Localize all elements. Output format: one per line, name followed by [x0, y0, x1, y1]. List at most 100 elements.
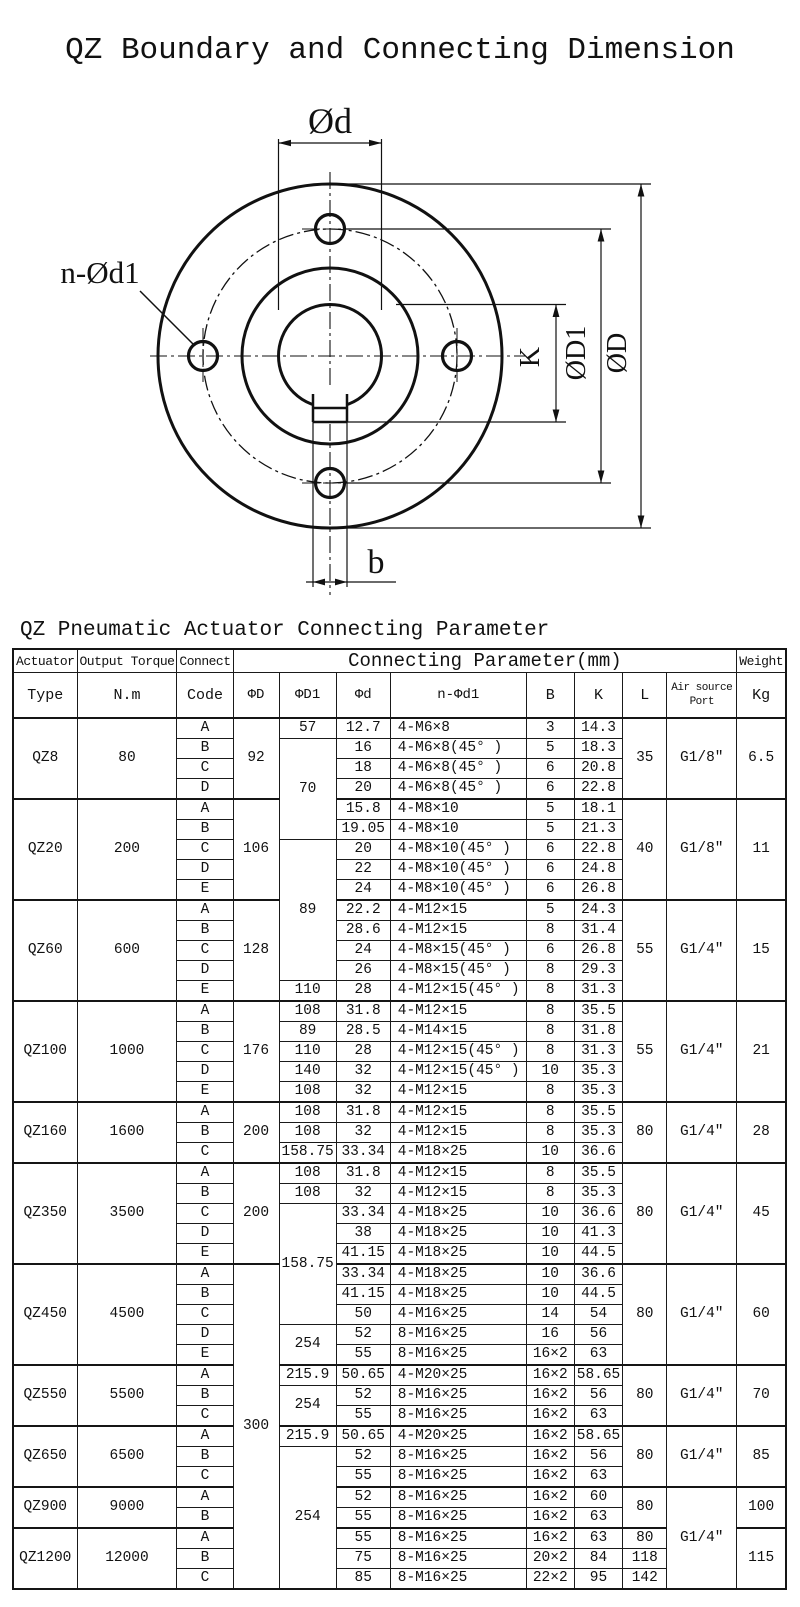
col-weight: Weight [736, 648, 787, 673]
col-output-torque: Output Torque [76, 648, 178, 673]
table-cell: C [176, 940, 234, 961]
table-cell: 215.9 [278, 1425, 337, 1447]
table-cell: G1/8″ [666, 717, 738, 800]
table-cell: 20×2 [525, 1548, 575, 1569]
table-cell: 8 [525, 1021, 575, 1042]
table-cell: 50 [335, 1304, 391, 1325]
table-cell: 4500 [76, 1263, 178, 1366]
table-cell: QZ100 [12, 1000, 78, 1103]
table-cell: 28 [335, 980, 391, 1002]
table-cell: 32 [335, 1081, 391, 1103]
outer-circle [156, 182, 504, 530]
table-cell: 118 [622, 1548, 668, 1569]
label-key-depth: K [515, 347, 546, 367]
label-key-width: b [368, 544, 385, 581]
table-cell: 31.4 [573, 920, 624, 941]
table-row: E 108 32 4-M12×15 8 35.3 [13, 1081, 786, 1103]
table-cell: 35.5 [573, 1000, 624, 1022]
table-row: D 38 4-M18×25 10 41.3 [13, 1223, 786, 1244]
table-cell: B [176, 1183, 234, 1204]
table-cell: A [176, 1101, 234, 1123]
table-cell: 108 [278, 1000, 337, 1022]
col-nm: N.m [76, 672, 178, 719]
table-cell: 4-M12×15 [389, 1122, 527, 1143]
label-bore-diameter: Ød [308, 101, 352, 141]
table-cell: C [176, 1304, 234, 1325]
table-cell: 36.6 [573, 1263, 624, 1285]
table-cell: 16×2 [525, 1446, 575, 1467]
table-row: B 41.15 4-M18×25 10 44.5 [13, 1284, 786, 1305]
table-cell: 16×2 [525, 1486, 575, 1508]
table-cell: QZ1200 [12, 1527, 78, 1590]
table-cell: 4-M12×15 [389, 1162, 527, 1184]
table-cell: 60 [573, 1486, 624, 1508]
table-row: B 75 8-M16×25 20×2 84 118 [13, 1548, 786, 1569]
table-cell: 8-M16×25 [389, 1486, 527, 1508]
arrow-icon [597, 470, 605, 483]
table-cell: 41.15 [335, 1284, 391, 1305]
table-cell: 92 [232, 717, 280, 800]
table-cell: B [176, 738, 234, 759]
table-cell: 4-M8×10(45° ) [389, 879, 527, 901]
table-cell: 200 [232, 1101, 280, 1164]
table-cell: 32 [335, 1122, 391, 1143]
table-cell: 4-M18×25 [389, 1223, 527, 1244]
table-cell: E [176, 1344, 234, 1366]
table-cell: 22.8 [573, 778, 624, 800]
table-cell: 95 [573, 1568, 624, 1590]
table-cell: B [176, 1021, 234, 1042]
table-cell: 56 [573, 1446, 624, 1467]
table-cell: 8 [525, 1000, 575, 1022]
table-cell: 108 [278, 1081, 337, 1103]
table-cell: 8 [525, 1162, 575, 1184]
table-cell: 55 [335, 1527, 391, 1549]
table-cell: 55 [335, 1466, 391, 1488]
table-cell: 26 [335, 960, 391, 981]
col-actuator: Actuator [12, 648, 78, 673]
table-cell: 41.15 [335, 1243, 391, 1265]
table-cell: B [176, 1548, 234, 1569]
table-row: QZ160 1600 A 200 108 31.8 4-M12×15 8 35.5 80 G1/4″… [12, 1101, 787, 1164]
table-cell: 63 [573, 1344, 624, 1366]
table-cell: A [176, 798, 234, 820]
table-cell: G1/8″ [666, 798, 738, 901]
table-cell: 75 [335, 1548, 391, 1569]
table-cell: 4-M12×15(45° ) [389, 1061, 527, 1082]
table-row: QZ8 80 A 92 57 12.7 4-M6×8 3 14.3 35 G1/8″ 6.5 [12, 717, 787, 800]
table-cell: 128 [232, 899, 280, 1002]
table-cell: 80 [622, 1364, 668, 1427]
col-connect: Connect [176, 648, 234, 673]
arrow-icon [637, 184, 645, 197]
table-row: C 158.75 33.34 4-M18×25 10 36.6 [13, 1203, 786, 1325]
table-cell: 8 [525, 1041, 575, 1062]
table-cell: G1/4″ [666, 1425, 738, 1488]
table-cell: A [176, 1425, 234, 1447]
table-cell: 57 [278, 717, 337, 739]
table-cell: 85 [736, 1425, 787, 1488]
parameter-table: Actuator Output Torque Connect Connectin… [12, 648, 788, 1590]
table-cell: 10 [525, 1061, 575, 1082]
table-cell: 200 [232, 1162, 280, 1265]
table-cell: 16 [335, 738, 391, 759]
table-row: QZ350 3500 A 200 108 31.8 4-M12×15 8 35.5 80 G1/4″… [12, 1162, 787, 1265]
table-cell: 35.3 [573, 1122, 624, 1143]
table-cell: 35 [622, 717, 668, 800]
table-cell: G1/4″ [666, 899, 738, 1002]
table-cell: 108 [278, 1183, 337, 1204]
table-cell: 21.3 [573, 819, 624, 840]
col-n-phi-d1: n-Φd1 [389, 672, 527, 719]
table-cell: 31.8 [335, 1101, 391, 1123]
table-cell: 5 [525, 819, 575, 840]
table-cell: 8 [525, 1101, 575, 1123]
table-cell: 31.8 [335, 1000, 391, 1022]
table-cell: 4-M6×8(45° ) [389, 738, 527, 759]
table-cell: 33.34 [335, 1142, 391, 1164]
table-cell: 19.05 [335, 819, 391, 840]
table-cell: 35.5 [573, 1101, 624, 1123]
table-cell: B [176, 1284, 234, 1305]
table-cell: 8-M16×25 [389, 1344, 527, 1366]
table-cell: 108 [278, 1162, 337, 1184]
table-cell: 4-M8×10(45° ) [389, 859, 527, 880]
table-cell: 9000 [76, 1486, 178, 1529]
table-cell: A [176, 1486, 234, 1508]
